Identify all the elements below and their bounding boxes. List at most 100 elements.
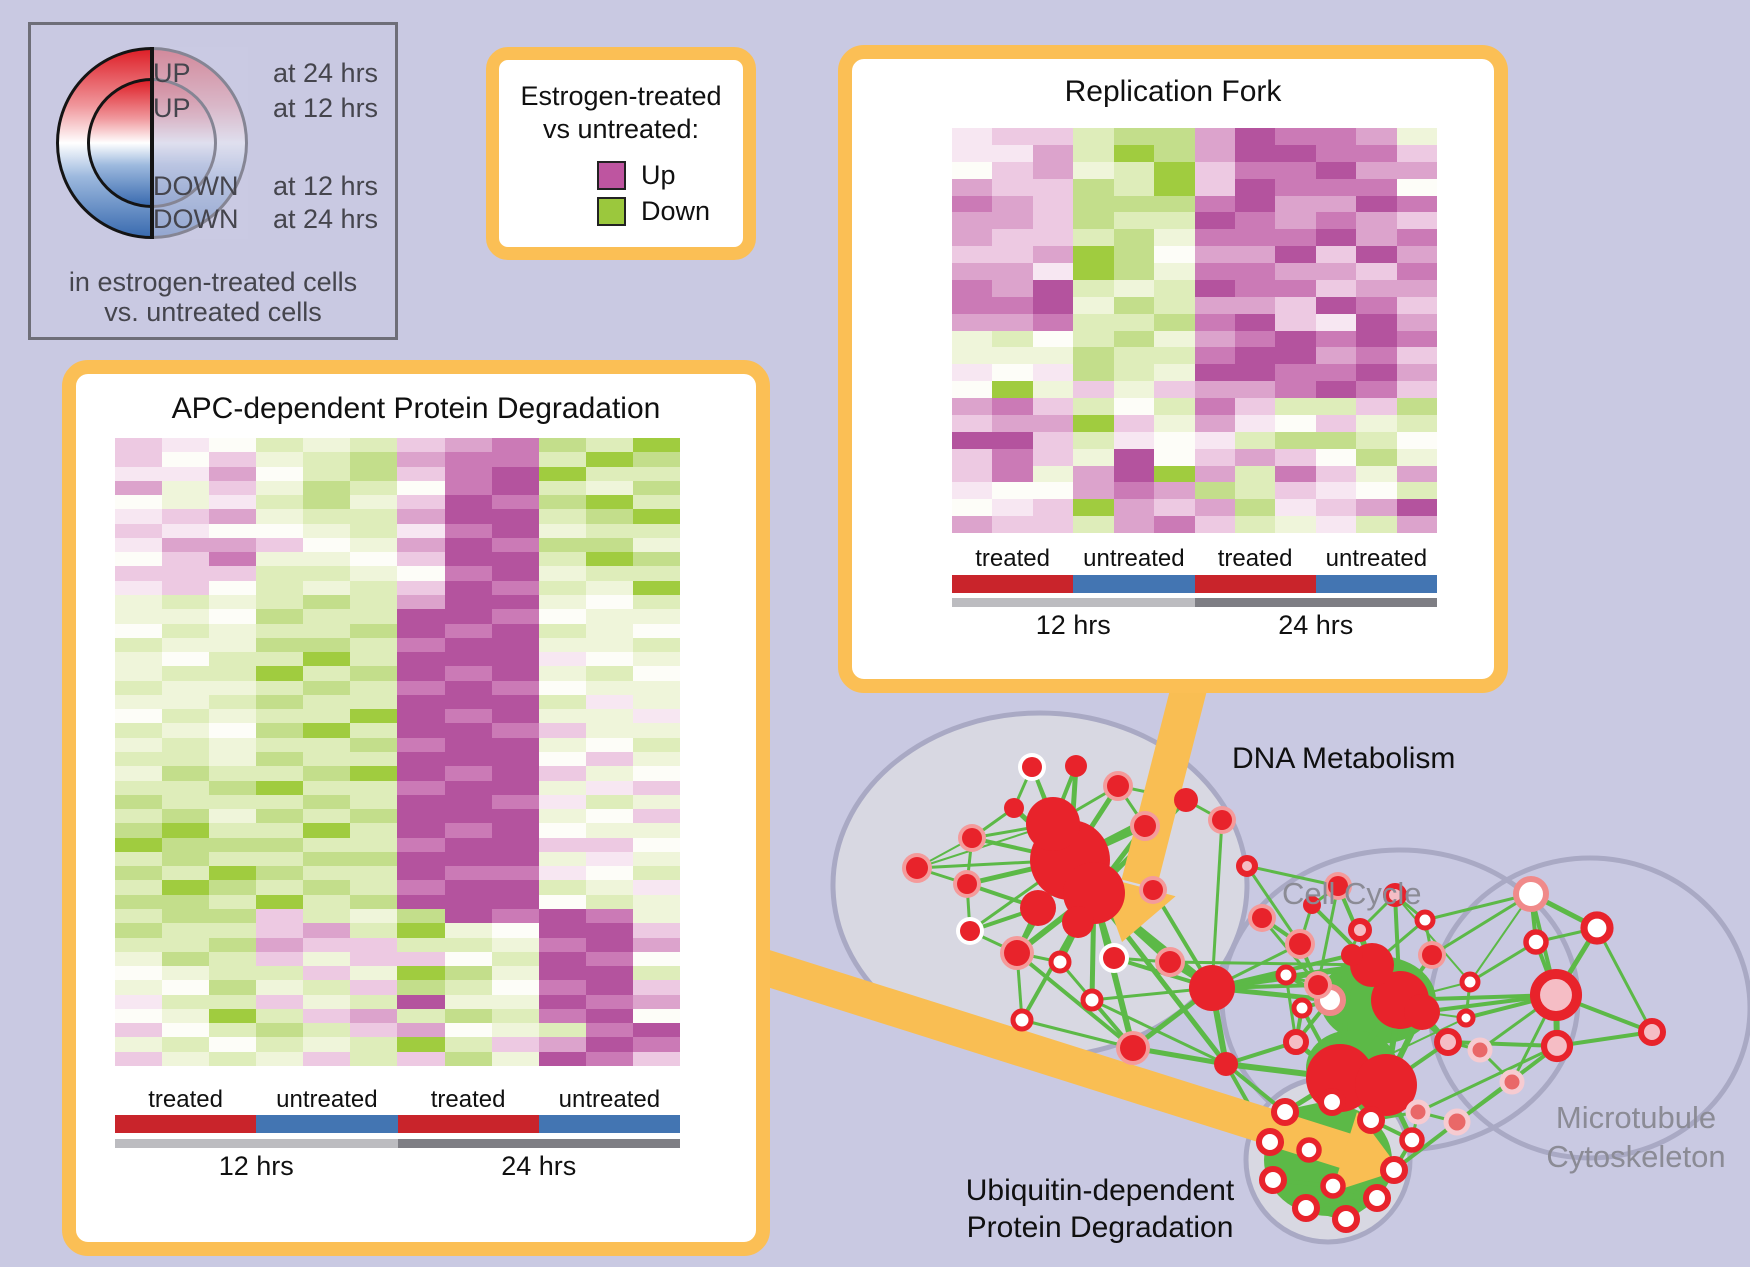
heatmap-cell xyxy=(162,580,210,595)
heatmap-cell xyxy=(1315,364,1357,382)
heatmap-cell xyxy=(1356,414,1397,432)
up-label: Up xyxy=(641,160,676,190)
heatmap-cell xyxy=(1315,347,1357,365)
heatmap-cell xyxy=(397,637,445,653)
heatmap-cell xyxy=(397,951,445,967)
heatmap-cell xyxy=(303,794,351,810)
bottom-margin xyxy=(0,1267,1750,1279)
heatmap-cell xyxy=(491,823,539,838)
network-node xyxy=(1467,1037,1493,1063)
heatmap-cell xyxy=(256,594,304,610)
heatmap-cell xyxy=(632,1051,680,1066)
heatmap-cell xyxy=(1194,465,1235,483)
heatmap-cell xyxy=(585,723,633,738)
heatmap-cell xyxy=(1032,144,1074,162)
heatmap-cell xyxy=(1396,161,1437,179)
heatmap-cell xyxy=(585,1051,633,1066)
heatmap-cell xyxy=(209,652,257,667)
heatmap-cell xyxy=(397,694,445,710)
heatmap-cell xyxy=(1234,398,1276,415)
network-node xyxy=(1434,1028,1462,1056)
network-node xyxy=(1399,1127,1425,1153)
heatmap-cell xyxy=(209,723,257,738)
heatmap-cell xyxy=(585,809,633,824)
heatmap-cell xyxy=(491,452,539,467)
network-node xyxy=(1291,997,1313,1019)
heatmap-cell xyxy=(209,623,257,638)
network-node xyxy=(1414,909,1436,931)
heatmap-cell xyxy=(585,866,633,881)
heatmap-cell xyxy=(1396,144,1437,162)
condition-labels-row: treated untreated treated untreated xyxy=(952,545,1437,573)
heatmap-cell xyxy=(1356,246,1397,263)
heatmap-cell xyxy=(1113,381,1155,398)
heatmap-cell xyxy=(491,566,539,581)
legend-dir-label: DOWN xyxy=(153,171,239,201)
network-node xyxy=(1356,1105,1386,1135)
heatmap-cell xyxy=(303,766,351,781)
network-node xyxy=(906,857,928,879)
heatmap-cell xyxy=(303,480,351,496)
heatmap-cell xyxy=(538,1023,586,1038)
heatmap-cell xyxy=(303,680,351,695)
time-bar-segment xyxy=(1194,598,1437,607)
heatmap-cell xyxy=(1234,364,1276,382)
network-node xyxy=(1422,945,1442,965)
heatmap-cell xyxy=(162,723,210,738)
heatmap-cell xyxy=(491,809,539,824)
heatmap-cell xyxy=(162,880,210,895)
heatmap-cell xyxy=(444,794,492,810)
heatmap-cell xyxy=(1194,414,1235,432)
network-node xyxy=(1214,1052,1238,1076)
heatmap-cell xyxy=(162,937,210,952)
network-node xyxy=(1348,918,1372,942)
heatmap-cell xyxy=(444,994,492,1009)
time-label: 24 hrs xyxy=(501,1151,577,1181)
heatmap-cell xyxy=(1113,229,1155,247)
heatmap-cell xyxy=(303,894,351,909)
network-node xyxy=(1065,755,1087,777)
heatmap-cell xyxy=(538,580,586,595)
heatmap-cell xyxy=(256,537,304,553)
estrogen-legend-title-line2: vs untreated: xyxy=(542,114,700,144)
network-node xyxy=(957,874,977,894)
heatmap-cell xyxy=(209,823,257,838)
heatmap-cell xyxy=(444,466,492,481)
heatmap-cell xyxy=(632,966,680,981)
heatmap-cell xyxy=(444,552,492,567)
heatmap-cell xyxy=(444,594,492,610)
heatmap-cell xyxy=(491,908,539,924)
heatmap-cell xyxy=(1396,448,1437,466)
heatmap-cell xyxy=(256,694,304,710)
heatmap-cell xyxy=(992,330,1033,348)
network-edge xyxy=(1417,1044,1558,1114)
heatmap-cell xyxy=(1032,279,1074,297)
heatmap-cell xyxy=(256,737,304,752)
network-edge xyxy=(1091,998,1227,1066)
heatmap-cell xyxy=(444,923,492,938)
heatmap-cell xyxy=(1356,364,1397,382)
heatmap-cell xyxy=(350,594,398,610)
heatmap-cell xyxy=(350,537,398,553)
heatmap-cell xyxy=(397,552,445,567)
updown-legend: UP at 24 hrs UP at 12 hrs DOWN at 12 hrs… xyxy=(28,22,398,340)
heatmap-cell xyxy=(632,623,680,638)
heatmap-cell xyxy=(209,780,257,795)
heatmap-cell xyxy=(1113,246,1155,263)
heatmap-cell xyxy=(162,680,210,695)
center-divider-line xyxy=(150,47,154,239)
heatmap-cell xyxy=(115,794,163,810)
heatmap-cell xyxy=(350,1051,398,1066)
replication-fork-heatmap xyxy=(952,128,1437,533)
heatmap-cell xyxy=(303,923,351,938)
heatmap-cell xyxy=(1234,482,1276,500)
condition-bar-segment xyxy=(952,575,1074,593)
heatmap-cell xyxy=(397,794,445,810)
heatmap-cell xyxy=(350,466,398,481)
heatmap-cell xyxy=(1032,516,1074,533)
heatmap-cell xyxy=(256,637,304,653)
heatmap-cell xyxy=(491,837,539,852)
down-color-swatch xyxy=(597,197,626,226)
heatmap-cell xyxy=(538,894,586,909)
heatmap-cell xyxy=(1154,279,1195,297)
